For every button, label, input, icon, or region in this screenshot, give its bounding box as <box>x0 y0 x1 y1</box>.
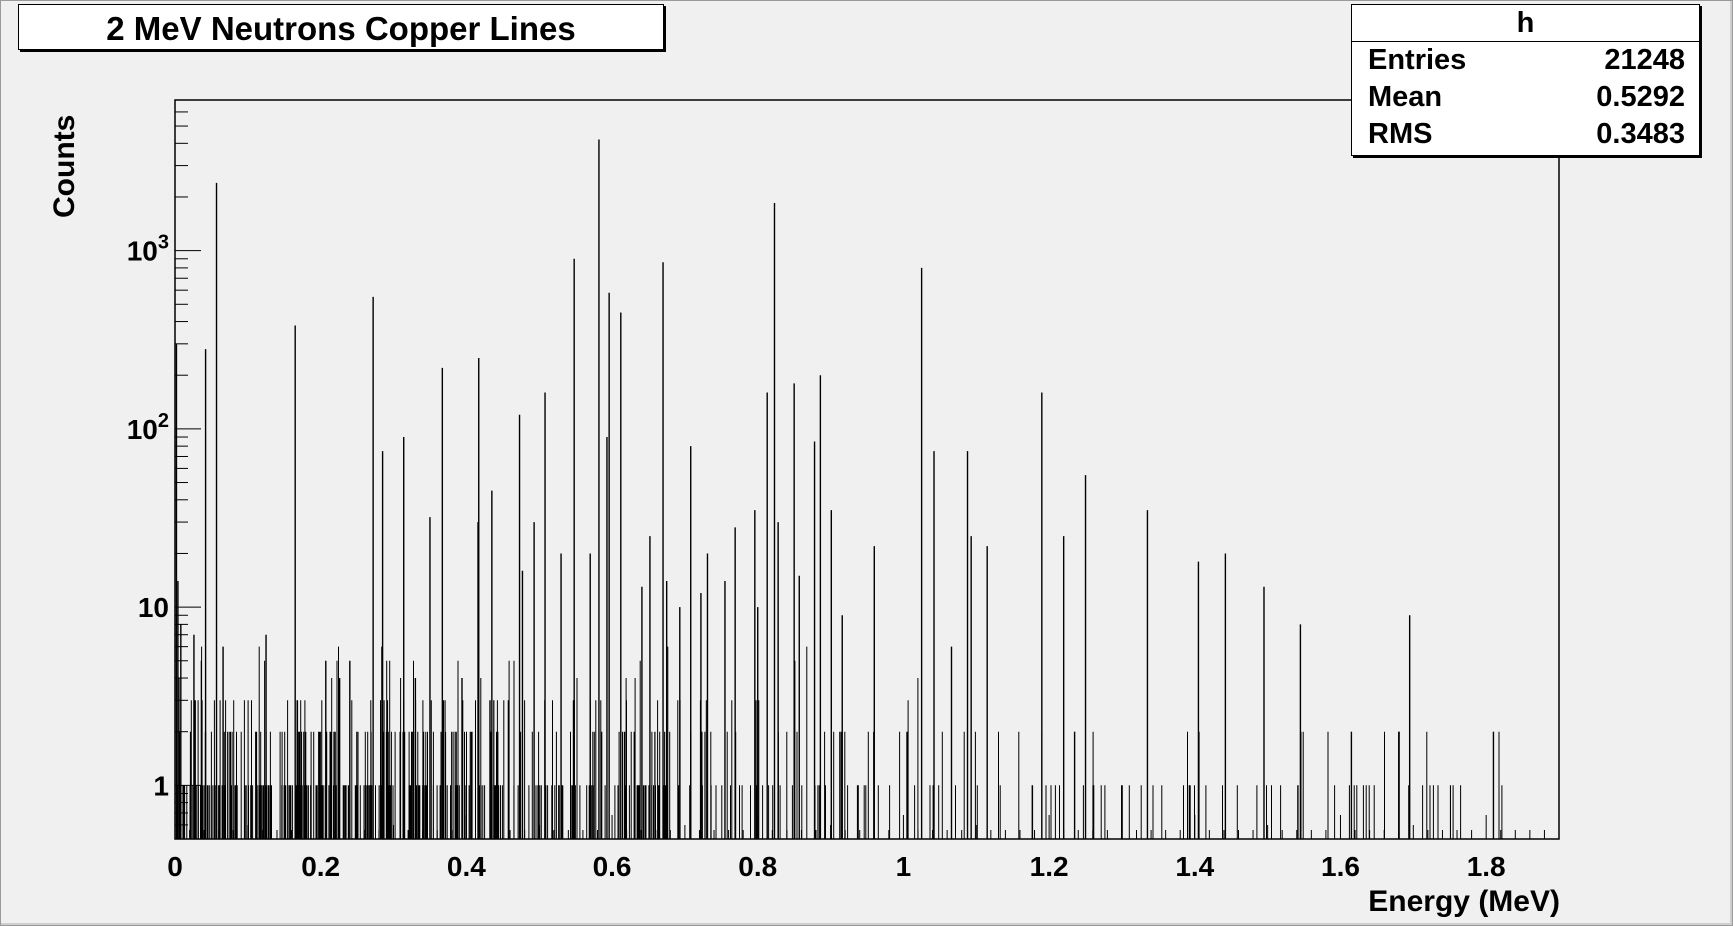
x-axis: 0 0.2 0.4 0.6 0.8 1 1.2 1.4 1.6 1.8 <box>167 815 1560 882</box>
stats-entries-value: 21248 <box>1604 44 1685 76</box>
y-axis-label: Counts <box>48 115 81 218</box>
noise-bins <box>177 646 1503 839</box>
x-tick-label: 1.8 <box>1467 851 1506 882</box>
stats-rms-value: 0.3483 <box>1596 118 1685 150</box>
stats-histogram-name: h <box>1352 5 1699 42</box>
low-count-noise <box>177 646 1503 839</box>
x-tick-label: 0.8 <box>738 851 777 882</box>
y-tick-label: 10 <box>138 592 169 623</box>
stats-entries-label: Entries <box>1368 44 1467 76</box>
x-tick-label: 1.6 <box>1321 851 1360 882</box>
plot-area <box>174 99 1560 840</box>
y-axis: 1 10 102 103 <box>127 99 201 840</box>
peak-lines <box>175 139 1495 839</box>
stats-row-rms: RMS 0.3483 <box>1352 116 1699 153</box>
chart-title: 2 MeV Neutrons Copper Lines <box>106 10 576 47</box>
x-tick-label: 0 <box>167 851 183 882</box>
statistics-box: h Entries 21248 Mean 0.5292 RMS 0.3483 <box>1351 4 1700 156</box>
x-tick-label: 0.4 <box>447 851 486 882</box>
x-tick-label: 0.2 <box>301 851 340 882</box>
x-axis-label: Energy (MeV) <box>1368 885 1560 918</box>
x-tick-label: 0.6 <box>593 851 632 882</box>
stats-mean-label: Mean <box>1368 81 1443 113</box>
stats-mean-value: 0.5292 <box>1596 81 1685 113</box>
chart-title-box: 2 MeV Neutrons Copper Lines <box>18 4 664 50</box>
x-tick-label: 1.4 <box>1175 851 1214 882</box>
y-tick-label: 1 <box>153 770 169 801</box>
stats-rms-label: RMS <box>1368 118 1433 150</box>
x-tick-label: 1 <box>896 851 912 882</box>
x-tick-label: 1.2 <box>1030 851 1069 882</box>
stats-row-mean: Mean 0.5292 <box>1352 79 1699 116</box>
stats-row-entries: Entries 21248 <box>1352 42 1699 79</box>
y-tick-label: 103 <box>127 232 169 267</box>
y-tick-label: 102 <box>127 410 169 445</box>
